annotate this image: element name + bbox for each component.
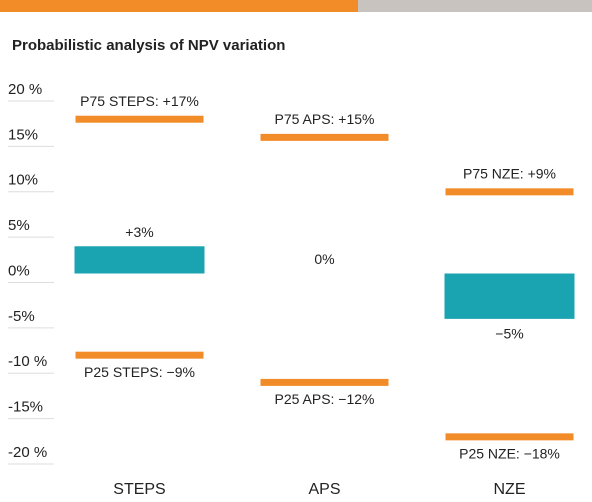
y-tick-label: 15% (8, 126, 38, 143)
y-tick-label: -5% (8, 308, 35, 325)
percentile-line (445, 188, 574, 196)
y-tick-label: 5% (8, 217, 30, 234)
percentile-line (260, 133, 389, 141)
percentile-label: P75 STEPS: +17% (80, 93, 199, 109)
percentile-line (445, 433, 574, 441)
percentile-label: P25 STEPS: −9% (84, 364, 195, 380)
x-tick-label: NZE (494, 481, 526, 498)
percentile-label: P25 NZE: −18% (459, 446, 560, 462)
y-tick-label: 10% (8, 172, 38, 189)
x-tick-label: STEPS (113, 481, 165, 498)
percentile-line (260, 378, 389, 386)
value-label: +3% (125, 224, 153, 240)
percentile-label: P75 APS: +15% (274, 111, 374, 127)
chart-title: Probabilistic analysis of NPV variation (12, 37, 285, 54)
y-tick-label: -10 % (8, 353, 47, 370)
x-tick-label: APS (308, 481, 340, 498)
percentile-line (75, 115, 204, 123)
bar (74, 246, 205, 274)
y-tick-label: 0% (8, 262, 30, 279)
y-tick-label: -20 % (8, 444, 47, 461)
header-bar (358, 0, 592, 12)
header-bar (0, 0, 358, 12)
percentile-label: P75 NZE: +9% (463, 166, 556, 182)
bar (444, 273, 575, 319)
value-label: 0% (314, 251, 334, 267)
y-tick-label: -15% (8, 399, 43, 416)
percentile-label: P25 APS: −12% (274, 391, 374, 407)
percentile-line (75, 351, 204, 359)
y-tick-label: 20 % (8, 81, 42, 98)
value-label: −5% (495, 326, 523, 342)
